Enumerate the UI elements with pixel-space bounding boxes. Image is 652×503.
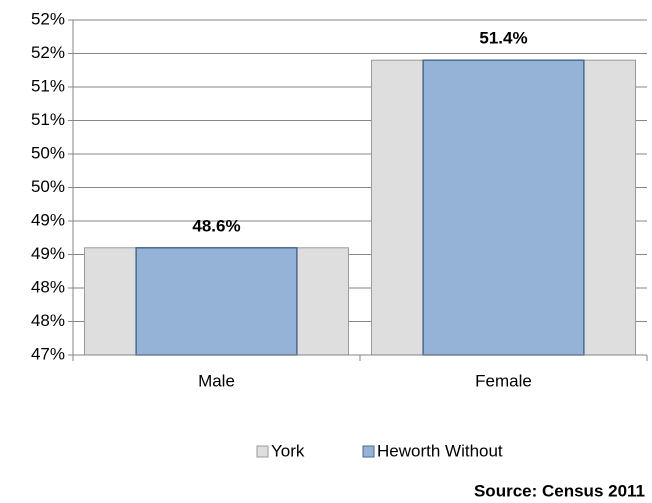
legend-swatch — [256, 445, 269, 458]
y-tick-label: 49% — [31, 210, 65, 229]
legend-label: Heworth Without — [377, 441, 503, 460]
data-label: 51.4% — [479, 29, 527, 48]
x-tick-label: Female — [475, 371, 532, 390]
x-tick-label: Male — [198, 371, 235, 390]
source-note: Source: Census 2011 — [474, 481, 645, 500]
y-tick-label: 52% — [31, 9, 65, 28]
data-label: 48.6% — [192, 216, 240, 235]
y-tick-label: 48% — [31, 277, 65, 296]
bar — [135, 247, 298, 356]
y-tick-label: 51% — [31, 110, 65, 129]
y-tick-label: 49% — [31, 244, 65, 263]
legend-swatch — [362, 445, 375, 458]
y-tick-label: 50% — [31, 177, 65, 196]
y-tick-label: 51% — [31, 76, 65, 95]
bar — [422, 59, 585, 356]
legend-label: York — [271, 441, 305, 460]
y-tick-label: 48% — [31, 311, 65, 330]
y-tick-label: 50% — [31, 143, 65, 162]
y-tick-label: 52% — [31, 43, 65, 62]
y-tick-label: 47% — [31, 344, 65, 363]
